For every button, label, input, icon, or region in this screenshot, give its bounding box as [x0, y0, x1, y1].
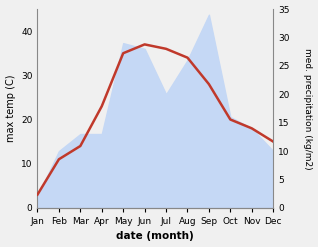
Y-axis label: med. precipitation (kg/m2): med. precipitation (kg/m2)	[303, 48, 313, 169]
Y-axis label: max temp (C): max temp (C)	[5, 75, 16, 142]
X-axis label: date (month): date (month)	[116, 231, 194, 242]
